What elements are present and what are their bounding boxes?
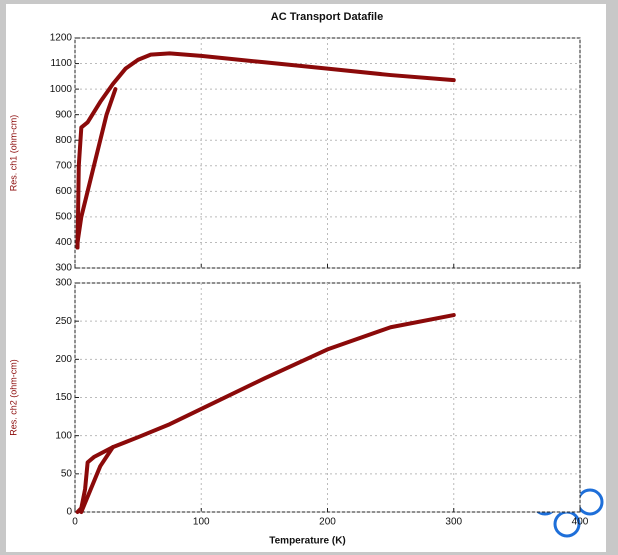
y-tick-label: 700 [55,160,72,171]
data-line [79,445,115,514]
data-line [75,313,456,514]
y-tick-label: 100 [55,430,72,441]
x-tick-label: 200 [319,517,336,528]
chart-title: AC Transport Datafile [271,11,383,23]
x-tick-label: 100 [193,517,210,528]
data-line [75,87,118,245]
y-tick-label: 250 [55,316,72,327]
y-tick-label: 1100 [50,58,72,69]
x-tick-label: 0 [72,517,78,528]
y-axis-label: Res. ch2 (ohm-cm) [8,359,18,436]
y-tick-label: 150 [55,392,72,403]
x-tick-label: 400 [572,517,589,528]
y-tick-label: 50 [61,468,73,479]
y-tick-label: 300 [55,263,72,274]
y-axis-label: Res. ch1 (ohm-cm) [8,115,18,192]
y-tick-label: 1000 [50,84,73,95]
y-tick-label: 1200 [50,33,73,44]
data-line [75,51,456,250]
y-tick-label: 0 [66,507,72,518]
x-axis-label: Temperature (K) [269,536,346,547]
y-tick-label: 800 [55,135,72,146]
y-tick-label: 600 [55,186,72,197]
y-tick-label: 500 [55,212,72,223]
y-tick-label: 300 [55,278,72,289]
x-tick-label: 300 [445,517,462,528]
y-tick-label: 400 [55,237,72,248]
y-tick-label: 900 [55,109,72,120]
y-tick-label: 200 [55,354,72,365]
